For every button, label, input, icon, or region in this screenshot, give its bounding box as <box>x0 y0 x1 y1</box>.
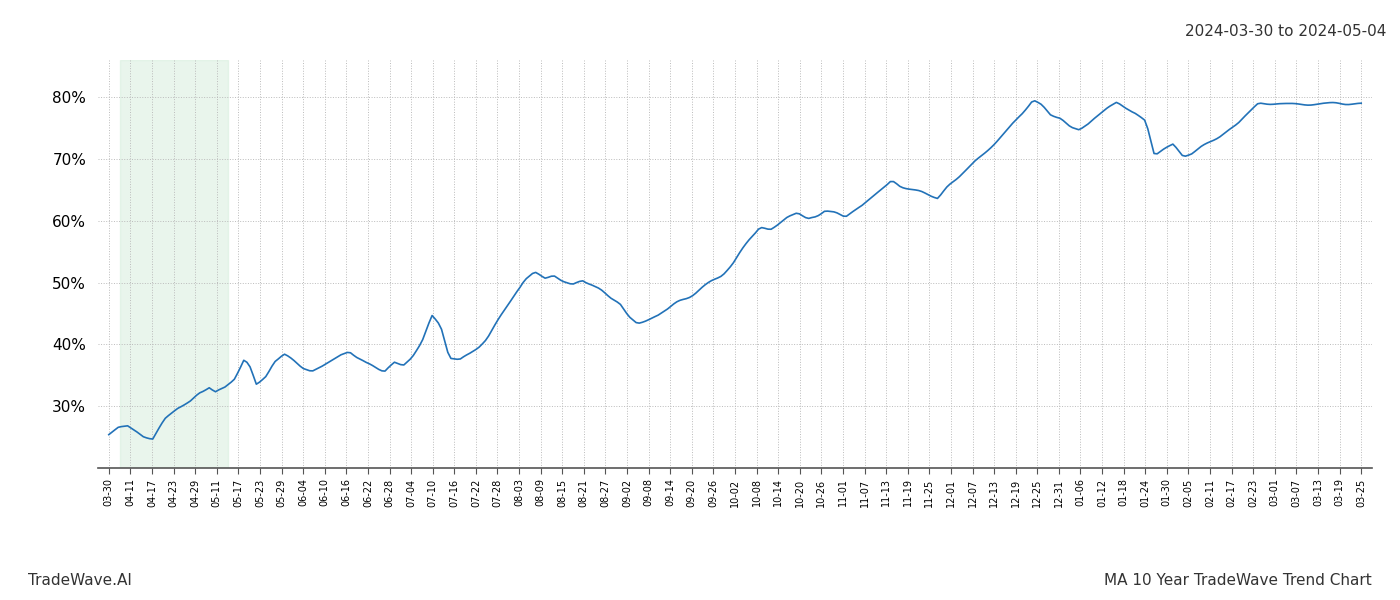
Text: TradeWave.AI: TradeWave.AI <box>28 573 132 588</box>
Text: 2024-03-30 to 2024-05-04: 2024-03-30 to 2024-05-04 <box>1184 24 1386 39</box>
Bar <box>119 60 228 468</box>
Text: MA 10 Year TradeWave Trend Chart: MA 10 Year TradeWave Trend Chart <box>1105 573 1372 588</box>
